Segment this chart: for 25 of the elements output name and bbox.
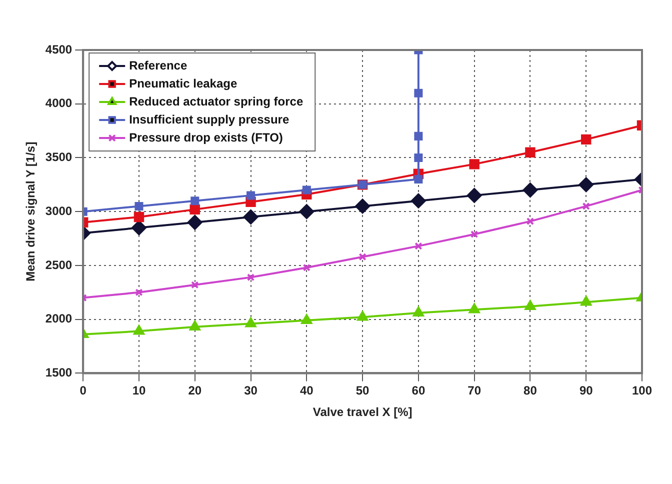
- x-tick-label: 0: [80, 384, 87, 398]
- x-tick-label: 60: [412, 384, 426, 398]
- x-tick-label: 10: [132, 384, 146, 398]
- y-tick-label: 3500: [45, 150, 72, 164]
- legend-label: Pneumatic leakage: [129, 76, 238, 90]
- y-tick-label: 1500: [45, 366, 72, 380]
- x-tick-label: 50: [356, 384, 370, 398]
- y-tick-label: 4000: [45, 96, 72, 110]
- x-tick-label: 100: [632, 384, 652, 398]
- legend-label: Insufficient supply pressure: [129, 112, 290, 126]
- y-axis-title: Mean drive signal Y [1/s]: [24, 142, 38, 282]
- legend-label: Reference: [129, 58, 188, 72]
- legend-label: Pressure drop exists (FTO): [129, 130, 283, 144]
- legend-label: Reduced actuator spring force: [129, 94, 304, 108]
- y-tick-label: 2500: [45, 258, 72, 272]
- x-tick-label: 80: [524, 384, 538, 398]
- x-tick-label: 40: [300, 384, 314, 398]
- y-tick-label: 2000: [45, 312, 72, 326]
- x-tick-label: 90: [579, 384, 594, 398]
- y-tick-label: 3000: [45, 204, 72, 218]
- x-axis-title: Valve travel X [%]: [312, 405, 412, 420]
- x-tick-label: 30: [244, 384, 258, 398]
- y-tick-label: 4500: [45, 42, 72, 56]
- x-tick-label: 20: [188, 384, 202, 398]
- x-tick-label: 70: [468, 384, 482, 398]
